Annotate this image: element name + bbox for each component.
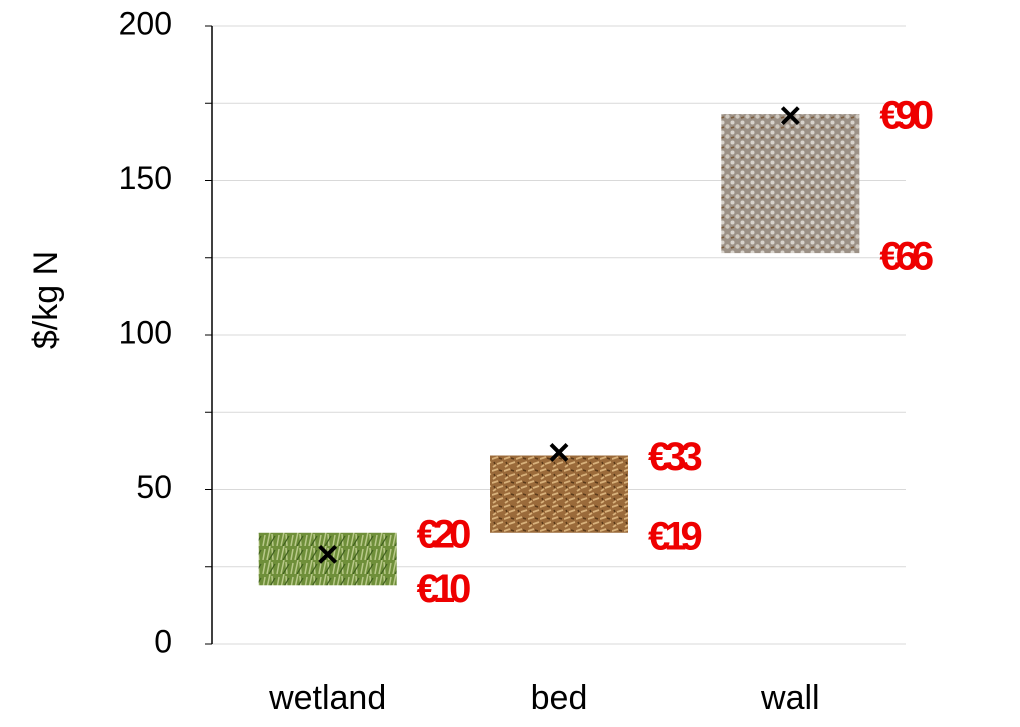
range-bar	[490, 455, 628, 533]
upper-label: €90	[879, 94, 932, 138]
lower-label: €66	[879, 235, 932, 279]
upper-label: €20	[417, 512, 470, 556]
range-bar	[721, 114, 860, 254]
y-tick-label: 200	[119, 5, 172, 41]
lower-label: €19	[648, 514, 701, 558]
marker	[549, 443, 569, 462]
x-tick-label: wetland	[268, 679, 386, 717]
y-tick-label: 0	[154, 623, 172, 659]
marker	[780, 106, 800, 126]
y-tick-label: 100	[119, 314, 172, 350]
y-tick-label: 150	[119, 160, 172, 196]
range-bar	[258, 532, 397, 586]
y-tick-label: 50	[136, 469, 172, 505]
lower-label: €10	[417, 567, 470, 611]
x-tick-label: bed	[531, 679, 588, 717]
marker	[318, 544, 338, 564]
upper-label: €33	[648, 435, 701, 479]
x-tick-label: wall	[760, 679, 820, 717]
y-axis-label: $/kg N	[27, 251, 65, 349]
